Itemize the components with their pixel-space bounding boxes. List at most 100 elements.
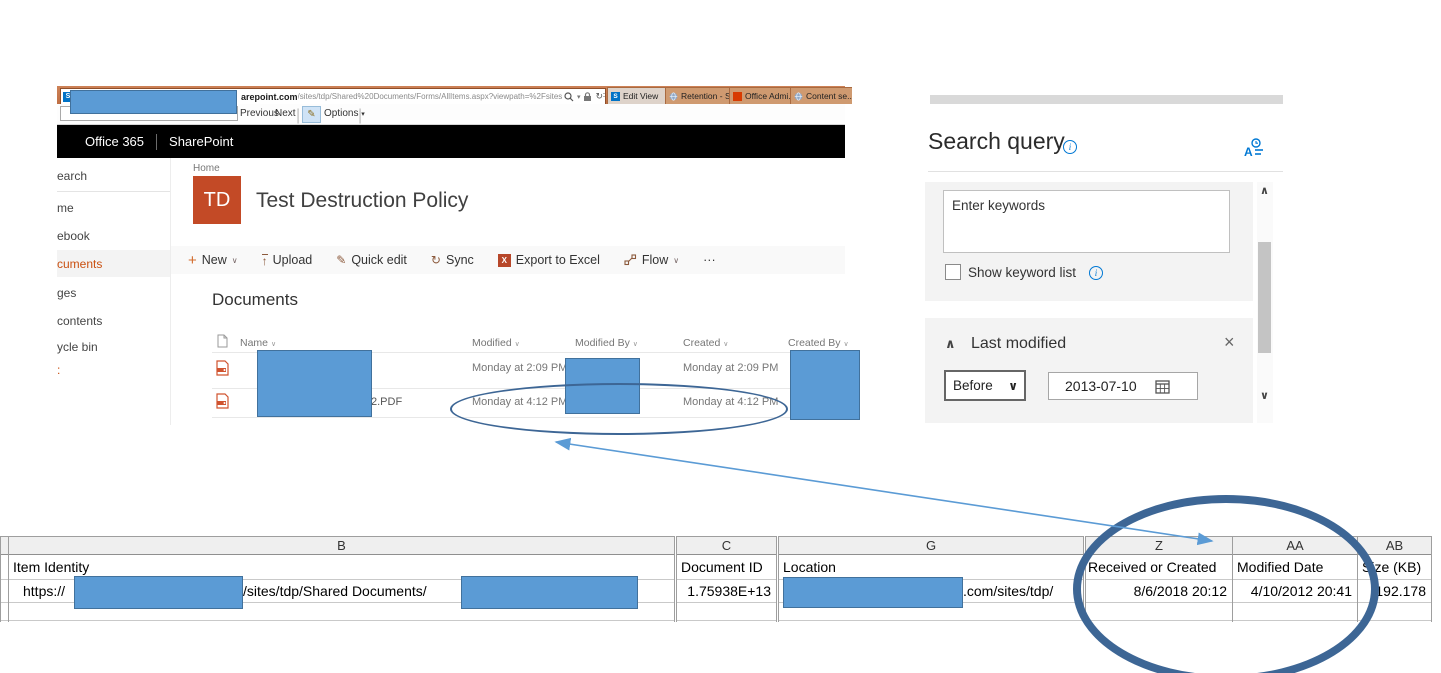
divider [156,133,158,150]
sidebar-border [170,158,171,425]
refresh-icon[interactable]: ↻ [595,91,603,101]
sheet-col-G: G Location .com/sites/tdp/ [776,536,1083,622]
globe-icon [794,91,803,101]
chevron-down-icon: ∨ [673,255,680,265]
cell-document-id-label[interactable]: Document ID [677,555,776,580]
col-letter[interactable]: C [677,536,776,555]
tab-label: Content se... [806,91,852,101]
cell-size-label[interactable]: Size (KB) [1358,555,1431,580]
breadcrumb[interactable]: Home [193,163,220,174]
show-keyword-list-label: Show keyword list [968,265,1077,280]
show-keyword-list-checkbox[interactable] [945,264,961,280]
find-options-button[interactable]: Options ▾ [324,108,365,119]
flow-button[interactable]: Flow ∨ [624,253,679,267]
info-icon[interactable]: i [1089,266,1103,280]
excel-icon: X [497,253,511,267]
sheet-col-edge [0,536,11,622]
col-letter[interactable]: B [9,536,674,555]
row2-name-suffix[interactable]: 2.PDF [371,396,403,408]
sidebar-item-site-contents[interactable]: contents [57,314,103,328]
annotation-ellipse-dates [1073,495,1379,673]
search-dropdown-icon[interactable]: ▾ [576,93,581,101]
sidebar-item-pages[interactable]: ges [57,286,77,300]
last-modified-label: Last modified [971,335,1067,352]
tab-label: Office Admi... [745,91,796,101]
sharepoint-link[interactable]: SharePoint [169,134,234,149]
file-type-column-icon[interactable] [217,334,228,348]
cell-location-value[interactable]: .com/sites/tdp/ [779,577,1083,608]
scrollbar-thumb[interactable] [1258,242,1271,353]
url-prefix: https:// [23,583,66,599]
upload-icon: ↑ [261,253,268,268]
close-icon[interactable]: × [1224,332,1235,352]
office365-link[interactable]: Office 365 [85,134,145,149]
column-header-modified-by[interactable]: Modified By ∨ [575,337,638,349]
row1-modified[interactable]: Monday at 2:09 PM [472,362,568,374]
row1-created[interactable]: Monday at 2:09 PM [683,362,779,374]
find-next-button[interactable]: Next [275,108,296,119]
pdf-file-icon[interactable] [216,360,229,376]
sidebar-item-notebook[interactable]: ebook [57,229,90,243]
redaction-box-url [70,90,237,114]
separator: | [296,107,301,124]
cell-item-identity-value[interactable]: https:// /sites/tdp/Shared Documents/ [9,576,674,609]
cell-document-id-value[interactable]: 1.75938E+13 [677,580,776,603]
annotation-ellipse-row [450,383,788,435]
cell-size-value[interactable]: 192.178 [1358,580,1431,603]
sheet-col-B: B Item Identity https:// /sites/tdp/Shar… [8,536,674,622]
col-letter[interactable]: AB [1358,536,1431,555]
cell-item-identity-label[interactable]: Item Identity [9,555,674,580]
date-input[interactable]: 2013-07-10 [1048,372,1198,400]
site-logo[interactable]: TD [193,176,241,224]
sync-button[interactable]: ↻ Sync [430,253,474,267]
browser-tab-edit-view[interactable]: S Edit View [607,87,671,104]
sidebar-item-home[interactable]: me [57,201,74,215]
separator: | [358,107,363,124]
sharepoint-tab-icon: S [611,91,620,101]
url-middle: /sites/tdp/Shared Documents/ [243,583,427,599]
sidebar-item-documents[interactable]: cuments [57,257,103,271]
col-letter[interactable]: G [779,536,1083,555]
search-icon[interactable] [564,91,574,102]
scroll-up-icon[interactable]: ∧ [1260,185,1269,197]
sheet-col-AB: AB Size (KB) 192.178 [1357,536,1432,622]
url-domain: arepoint.com [241,91,298,102]
keywords-input[interactable] [943,190,1230,253]
column-header-modified[interactable]: Modified ∨ [472,337,520,349]
row-divider [212,352,845,353]
command-bar: + New ∨ ↑ Upload ✎ Quick edit ↻ Sync X E… [171,246,845,274]
tab-label: Edit View [623,91,659,101]
scroll-down-icon[interactable]: ∨ [1260,390,1269,402]
sidebar-item-search[interactable]: earch [57,169,88,183]
find-previous-button[interactable]: Previous [240,108,279,119]
sharepoint-favicon-icon: S [63,91,73,102]
operator-select[interactable]: Before ∨ [944,370,1026,401]
column-header-created-by[interactable]: Created By ∨ [788,337,849,349]
upload-button[interactable]: ↑ Upload [261,253,313,268]
find-bar [57,104,845,125]
calendar-icon[interactable] [1154,379,1170,394]
lock-icon [584,91,592,101]
more-commands-button[interactable]: ··· [703,253,716,267]
info-icon[interactable]: i [1063,140,1077,154]
column-header-created[interactable]: Created ∨ [683,337,729,349]
globe-icon [669,91,678,101]
pdf-file-icon[interactable] [216,393,229,409]
quick-edit-button[interactable]: ✎ Quick edit [336,253,407,267]
sheet-col-C: C Document ID 1.75938E+13 [674,536,776,622]
svg-text:A: A [1244,145,1253,158]
redaction-box [74,576,243,609]
sidebar-item-recycle-bin[interactable]: ycle bin [57,340,98,354]
browser-tab-office-admin[interactable]: Office Admi... [729,87,796,104]
collapse-chevron-icon[interactable]: ∧ [945,336,956,351]
column-header-name[interactable]: Name ∨ [240,337,277,349]
query-sort-icon[interactable]: A [1243,138,1265,158]
highlight-pencil-icon[interactable]: ✎ [302,106,321,123]
export-to-excel-button[interactable]: X Export to Excel [497,253,600,267]
browser-tab-retention[interactable]: Retention - S... [665,87,735,104]
sidebar-item-edit[interactable]: : [57,363,61,377]
browser-tab-content[interactable]: Content se... [790,87,852,104]
divider [57,191,170,192]
new-button[interactable]: + New ∨ [188,251,238,269]
